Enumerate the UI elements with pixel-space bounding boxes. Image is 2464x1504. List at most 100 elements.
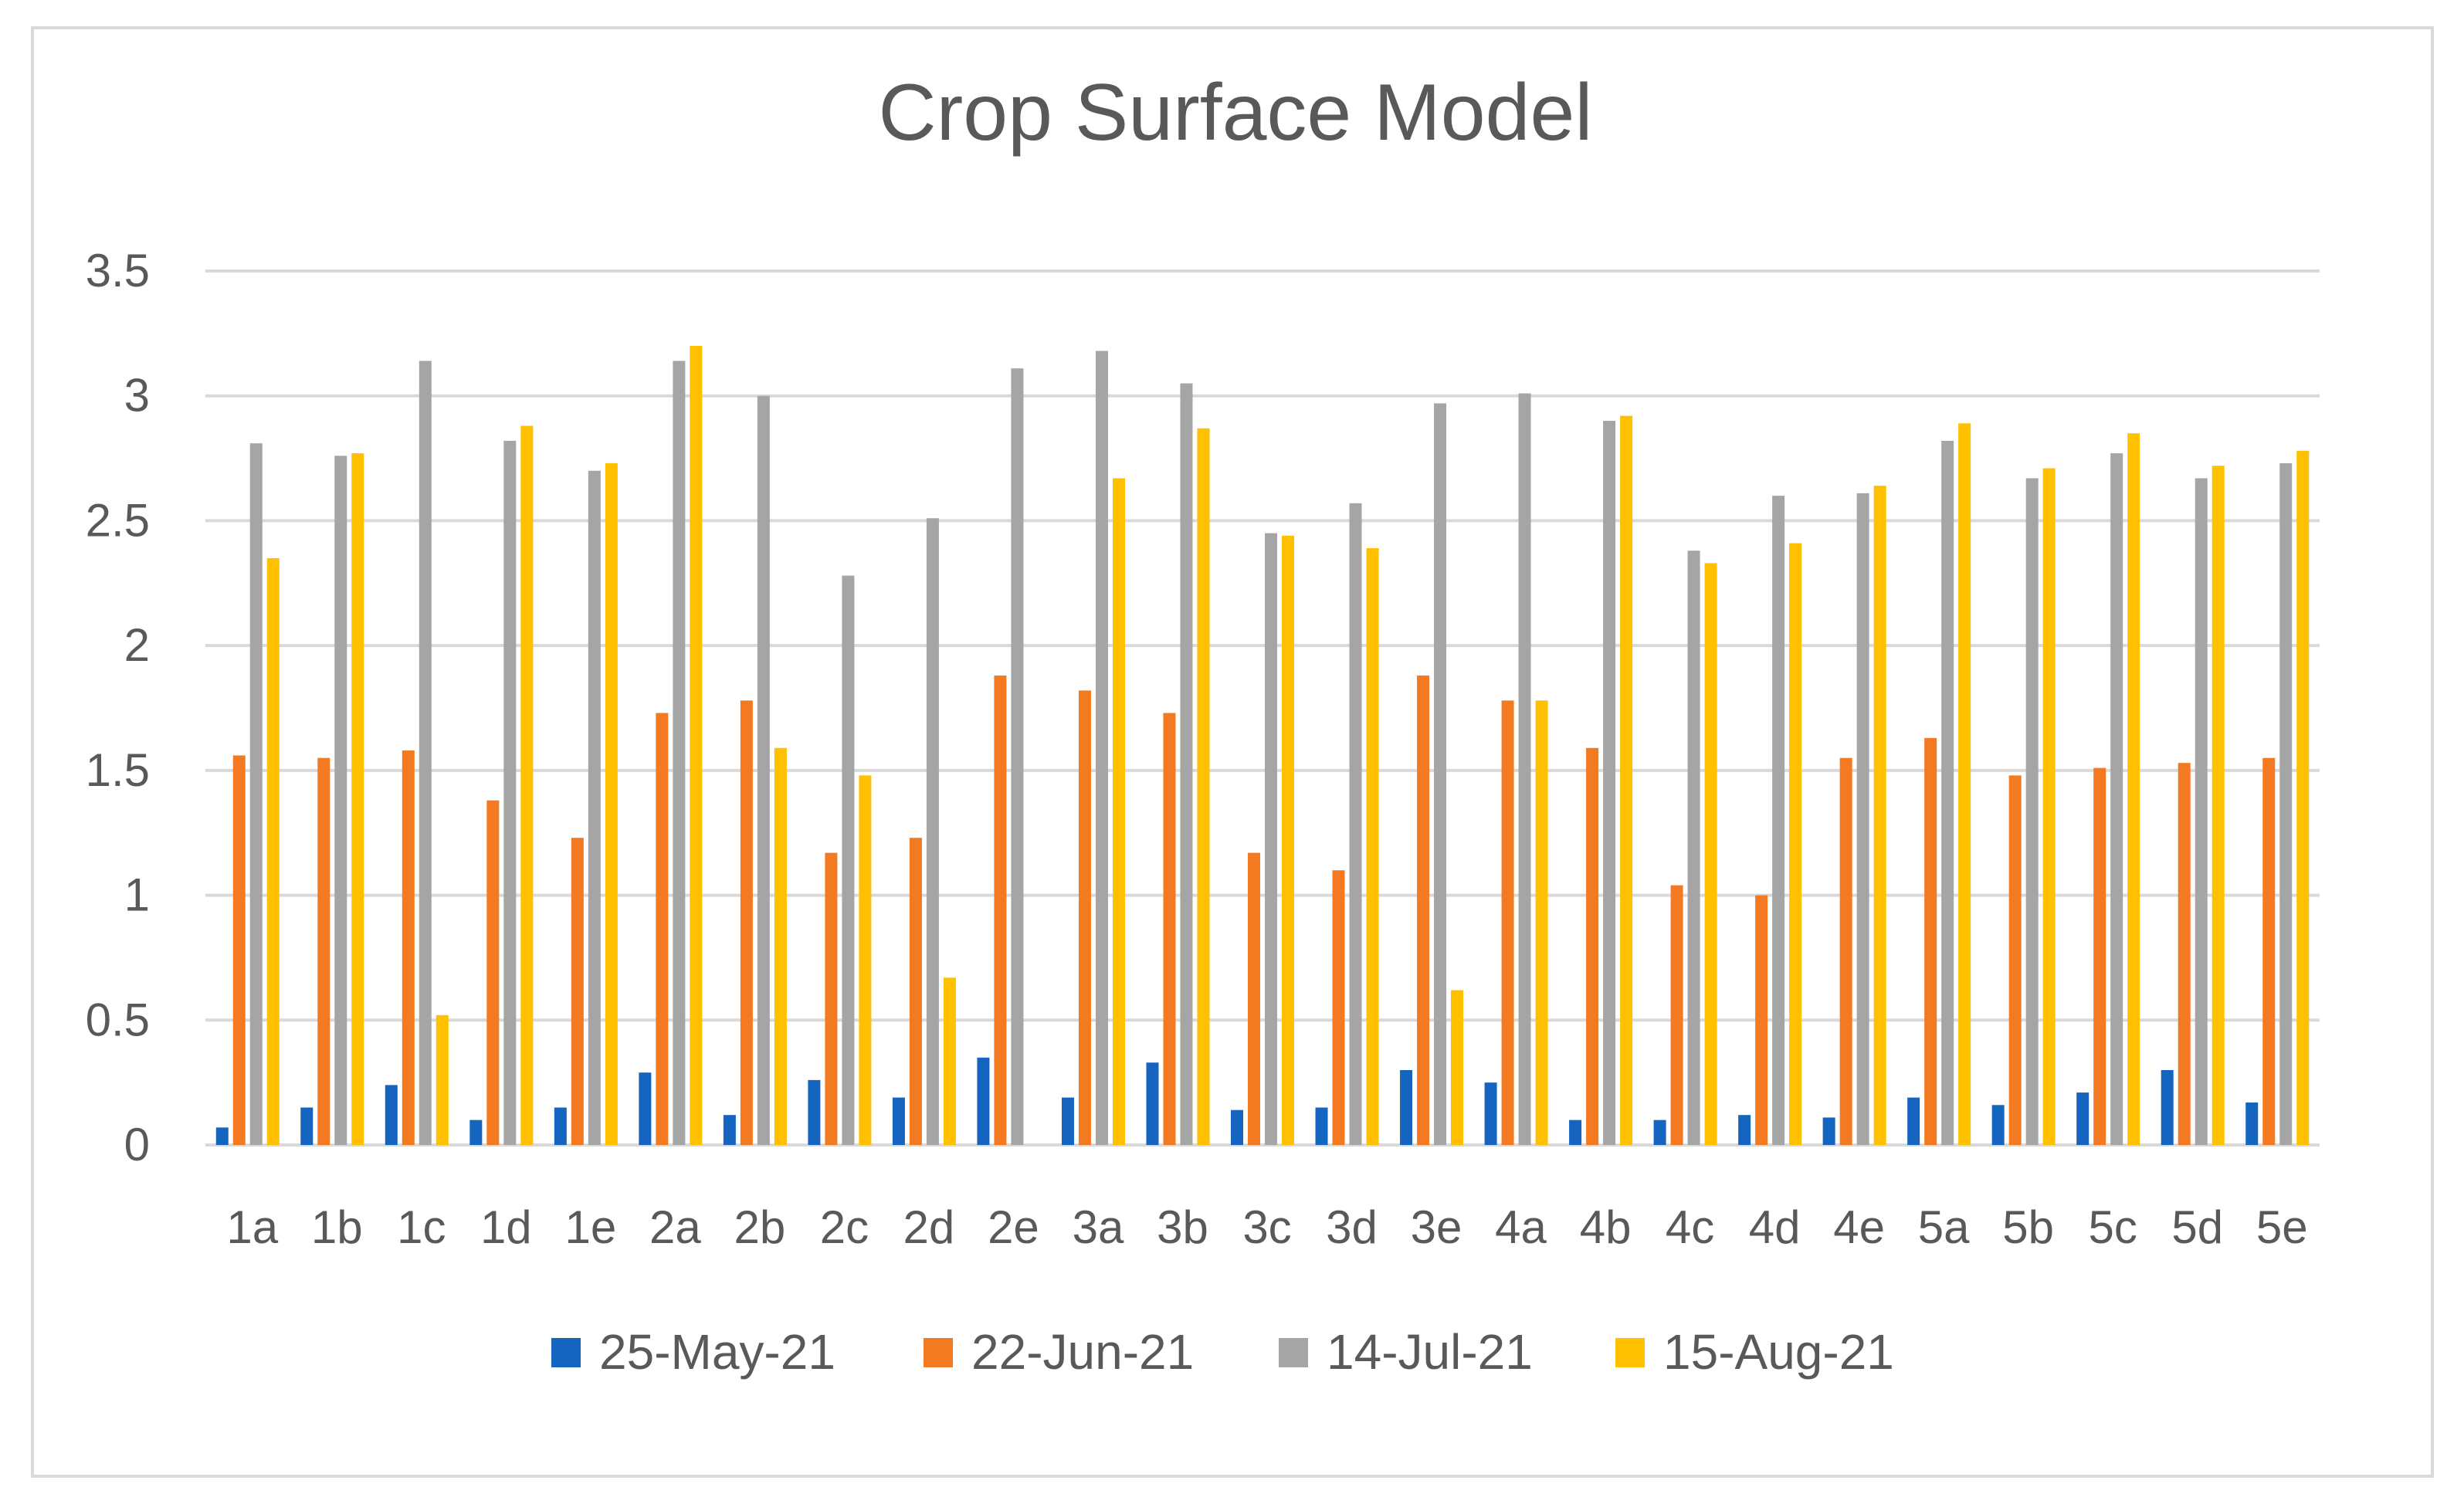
chart-title: Crop Surface Model — [879, 68, 1593, 158]
bar-15-Aug-21-4c — [1704, 563, 1717, 1145]
bar-25-May-21-4e — [1822, 1117, 1835, 1145]
bar-25-May-21-4d — [1738, 1115, 1751, 1145]
x-tick-label: 2a — [649, 1201, 701, 1253]
bar-14-Jul-21-3b — [1180, 383, 1193, 1145]
x-tick-label: 3e — [1411, 1201, 1462, 1253]
bar-15-Aug-21-5d — [2211, 466, 2225, 1145]
bar-15-Aug-21-3e — [1451, 990, 1464, 1145]
bar-22-Jun-21-2c — [825, 852, 838, 1145]
x-tick-label: 4a — [1495, 1201, 1547, 1253]
bar-25-May-21-3a — [1061, 1097, 1074, 1145]
bar-25-May-21-1a — [215, 1127, 229, 1145]
bar-25-May-21-4b — [1569, 1120, 1582, 1145]
bar-15-Aug-21-2c — [859, 775, 872, 1145]
bar-22-Jun-21-3c — [1248, 852, 1260, 1145]
bar-22-Jun-21-1b — [317, 757, 330, 1145]
bar-15-Aug-21-2a — [690, 346, 703, 1145]
bar-14-Jul-21-4c — [1687, 550, 1700, 1145]
bar-25-May-21-5a — [1907, 1097, 1920, 1145]
bar-25-May-21-1b — [300, 1107, 314, 1145]
bar-22-Jun-21-4a — [1501, 700, 1514, 1145]
legend-label: 14-Jul-21 — [1327, 1324, 1533, 1380]
x-tick-label: 1c — [397, 1201, 446, 1253]
bar-15-Aug-21-3d — [1366, 548, 1379, 1145]
bar-22-Jun-21-1d — [486, 800, 500, 1145]
x-tick-label: 2e — [988, 1201, 1039, 1253]
x-tick-label: 3b — [1157, 1201, 1208, 1253]
bar-15-Aug-21-1c — [436, 1015, 449, 1145]
bar-25-May-21-3c — [1231, 1109, 1243, 1145]
x-tick-label: 1e — [564, 1201, 616, 1253]
bar-15-Aug-21-3b — [1197, 428, 1210, 1145]
bar-22-Jun-21-4e — [1839, 757, 1852, 1145]
x-tick-label: 5d — [2171, 1201, 2223, 1253]
y-tick-label: 0 — [124, 1119, 150, 1170]
bar-25-May-21-1e — [554, 1107, 567, 1145]
bar-14-Jul-21-5e — [2279, 463, 2293, 1145]
bar-14-Jul-21-4a — [1518, 393, 1531, 1146]
bar-22-Jun-21-5b — [2008, 775, 2022, 1145]
bar-15-Aug-21-5c — [2127, 433, 2140, 1145]
bars — [215, 346, 2310, 1146]
bar-15-Aug-21-1a — [266, 557, 280, 1145]
bar-22-Jun-21-2b — [740, 700, 753, 1145]
chart-frame: Crop Surface Model 0 0.5 1 1.5 2 2.5 3 3.5 1a 1b… — [31, 26, 2434, 1478]
bar-22-Jun-21-2e — [994, 675, 1007, 1145]
bar-14-Jul-21-5b — [2025, 478, 2039, 1145]
bar-15-Aug-21-3a — [1112, 478, 1125, 1145]
bar-22-Jun-21-2d — [909, 838, 922, 1145]
y-tick-label: 3 — [124, 370, 150, 422]
bar-25-May-21-5c — [2076, 1092, 2089, 1145]
bar-14-Jul-21-3c — [1265, 533, 1277, 1145]
legend-swatch-14-Jul-21 — [1279, 1338, 1308, 1367]
bar-14-Jul-21-5d — [2195, 478, 2208, 1145]
legend-swatch-25-May-21 — [551, 1338, 581, 1367]
bar-22-Jun-21-3d — [1332, 870, 1345, 1145]
bar-14-Jul-21-1a — [249, 443, 263, 1145]
bar-14-Jul-21-2e — [1011, 368, 1024, 1145]
x-tick-label: 2d — [903, 1201, 955, 1253]
bar-14-Jul-21-4b — [1603, 421, 1616, 1145]
x-tick-label: 5a — [1918, 1201, 1970, 1253]
x-tick-label: 1a — [226, 1201, 278, 1253]
bar-22-Jun-21-4c — [1670, 885, 1683, 1145]
x-tick-label: 4d — [1749, 1201, 1801, 1253]
bar-15-Aug-21-2b — [774, 747, 787, 1145]
bar-25-May-21-2d — [892, 1097, 905, 1145]
bar-22-Jun-21-5a — [1924, 737, 1937, 1145]
bar-25-May-21-4c — [1653, 1120, 1666, 1145]
bar-14-Jul-21-4e — [1856, 493, 1869, 1145]
bar-22-Jun-21-5d — [2178, 763, 2191, 1145]
x-tick-label: 2c — [820, 1201, 869, 1253]
bar-22-Jun-21-3b — [1163, 713, 1176, 1145]
bar-22-Jun-21-5c — [2093, 767, 2106, 1145]
bar-14-Jul-21-1c — [419, 361, 432, 1145]
x-tick-label: 5e — [2256, 1201, 2308, 1253]
bar-15-Aug-21-4b — [1620, 415, 1633, 1145]
legend-swatch-22-Jun-21 — [924, 1338, 953, 1367]
y-tick-label: 2 — [124, 619, 150, 671]
x-tick-label: 4b — [1580, 1201, 1632, 1253]
x-tick-label: 3a — [1073, 1201, 1124, 1253]
bar-15-Aug-21-5e — [2296, 450, 2310, 1145]
bar-14-Jul-21-1b — [334, 456, 347, 1145]
bar-22-Jun-21-4d — [1755, 895, 1768, 1145]
x-tick-label: 3c — [1242, 1201, 1291, 1253]
x-tick-label: 3d — [1326, 1201, 1378, 1253]
x-tick-label: 1b — [311, 1201, 363, 1253]
bar-15-Aug-21-2d — [943, 977, 956, 1145]
bar-14-Jul-21-2a — [673, 361, 686, 1145]
bar-14-Jul-21-2c — [842, 575, 855, 1145]
x-tick-label: 2b — [734, 1201, 786, 1253]
bar-14-Jul-21-5a — [1941, 440, 1954, 1145]
bar-15-Aug-21-4e — [1873, 486, 1886, 1145]
bar-14-Jul-21-5c — [2110, 453, 2123, 1145]
bar-25-May-21-5b — [1991, 1105, 2005, 1145]
bar-15-Aug-21-4a — [1535, 700, 1548, 1145]
bar-25-May-21-2e — [977, 1057, 990, 1145]
bar-22-Jun-21-3e — [1417, 675, 1430, 1145]
bar-14-Jul-21-2d — [926, 518, 939, 1145]
x-tick-label: 5b — [2002, 1201, 2054, 1253]
bar-22-Jun-21-2a — [656, 713, 669, 1145]
bar-14-Jul-21-1e — [588, 470, 601, 1145]
